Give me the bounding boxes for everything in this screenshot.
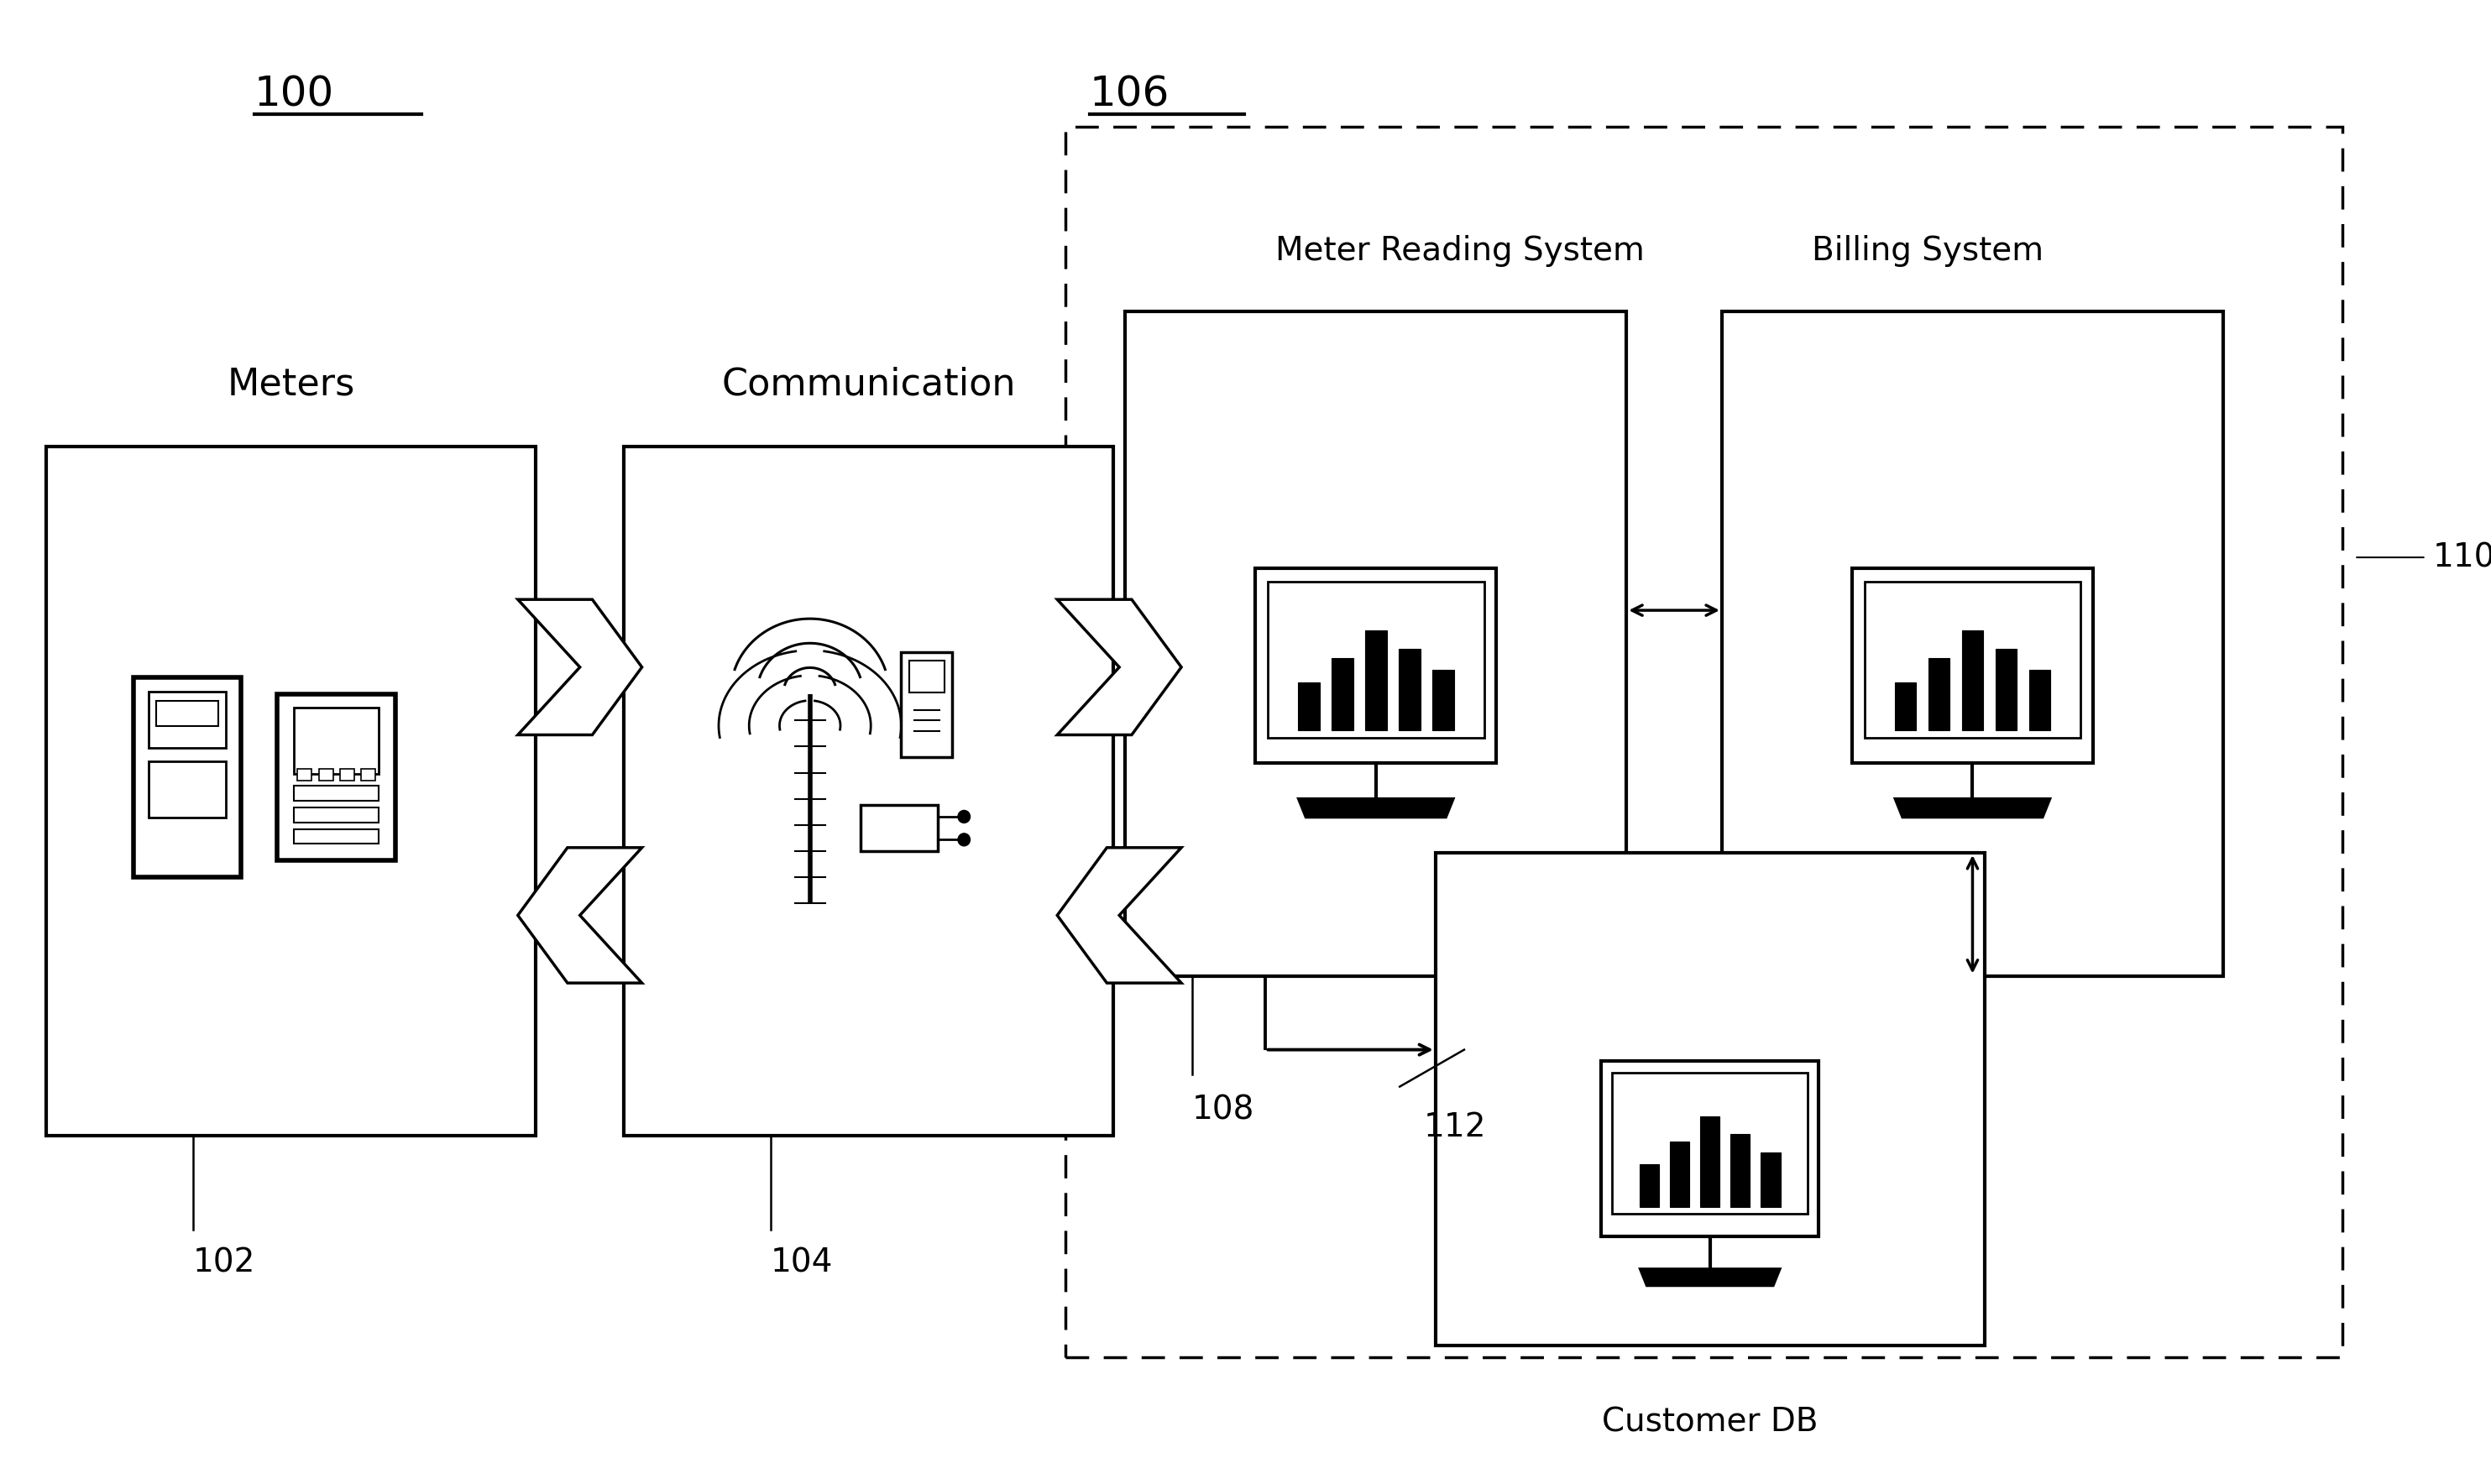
Bar: [1397, 649, 1420, 730]
Bar: [625, 447, 1113, 1135]
Bar: [1333, 657, 1353, 730]
Bar: [157, 702, 219, 726]
Polygon shape: [1056, 600, 1181, 735]
Bar: [294, 708, 379, 775]
Bar: [2028, 671, 2050, 730]
Text: 102: 102: [194, 1247, 257, 1279]
Bar: [1602, 1061, 1818, 1236]
Bar: [47, 447, 536, 1135]
Text: 110: 110: [2434, 542, 2491, 573]
Bar: [296, 769, 311, 781]
Bar: [1298, 683, 1320, 730]
Bar: [1701, 1117, 1719, 1206]
Circle shape: [959, 834, 969, 846]
Text: 100: 100: [254, 74, 334, 114]
Polygon shape: [1056, 847, 1181, 982]
Bar: [1669, 1141, 1689, 1206]
Bar: [149, 761, 227, 818]
Bar: [1853, 568, 2092, 763]
Bar: [339, 769, 354, 781]
Text: 106: 106: [1089, 74, 1168, 114]
Bar: [1126, 312, 1627, 976]
Text: Customer DB: Customer DB: [1602, 1407, 1818, 1438]
Bar: [319, 769, 334, 781]
Bar: [1721, 312, 2222, 976]
Text: Meter Reading System: Meter Reading System: [1275, 234, 1644, 267]
Bar: [1963, 631, 1983, 730]
Polygon shape: [1298, 798, 1455, 818]
Bar: [1365, 631, 1387, 730]
Polygon shape: [518, 847, 643, 982]
Text: Meters: Meters: [227, 367, 356, 402]
Bar: [1761, 1153, 1781, 1206]
Bar: [135, 678, 242, 877]
Bar: [862, 806, 937, 852]
Bar: [294, 807, 379, 822]
Bar: [1432, 671, 1455, 730]
Bar: [1435, 853, 1985, 1345]
Bar: [294, 830, 379, 844]
Bar: [902, 653, 952, 757]
Bar: [149, 692, 227, 748]
Bar: [1928, 657, 1950, 730]
Circle shape: [959, 810, 969, 824]
Bar: [1731, 1134, 1751, 1206]
Bar: [1255, 568, 1497, 763]
Bar: [277, 695, 396, 861]
Text: Communication: Communication: [722, 367, 1016, 402]
Text: 108: 108: [1193, 1094, 1255, 1126]
Polygon shape: [518, 600, 643, 735]
Bar: [294, 785, 379, 801]
Bar: [1863, 582, 2080, 738]
Bar: [1639, 1163, 1659, 1206]
Bar: [1066, 126, 2342, 1358]
Bar: [361, 769, 376, 781]
Bar: [1268, 582, 1485, 738]
Polygon shape: [1639, 1269, 1781, 1287]
Bar: [1612, 1073, 1808, 1214]
Bar: [1896, 683, 1916, 730]
Text: 104: 104: [770, 1247, 834, 1279]
Bar: [909, 660, 944, 692]
Polygon shape: [1893, 798, 2050, 818]
Text: Billing System: Billing System: [1811, 234, 2043, 267]
Text: 112: 112: [1422, 1112, 1487, 1143]
Bar: [1995, 649, 2018, 730]
